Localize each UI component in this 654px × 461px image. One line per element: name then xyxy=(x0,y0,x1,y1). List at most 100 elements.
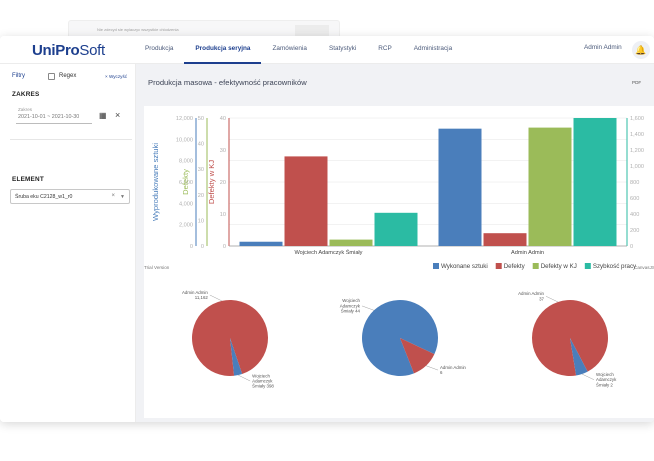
tick-label-y1: 2,000 xyxy=(179,223,193,229)
pie-label-line: Adamczyk xyxy=(596,377,617,382)
tick-label-y1: 8,000 xyxy=(179,159,193,165)
axis-title-y2: Defekty xyxy=(181,169,190,195)
legend-swatch xyxy=(532,263,539,269)
bar xyxy=(329,239,373,246)
calendar-icon[interactable]: ▦ xyxy=(99,111,107,120)
main-content: Produkcja masowa - efektywność pracownik… xyxy=(136,64,654,422)
legend-swatch xyxy=(433,263,439,269)
pie-leader-line xyxy=(238,374,251,382)
top-navigation-bar: UniProSoft Produkcja Produkcja seryjna Z… xyxy=(0,36,654,64)
ghost-bar-image xyxy=(295,25,329,36)
tick-label-y1: 0 xyxy=(190,244,193,250)
clear-filters-button[interactable]: × Wyczyść xyxy=(105,74,128,79)
trial-label: Trial Version xyxy=(144,265,170,270)
tick-label-y4: 400 xyxy=(630,212,639,218)
nav-item-produkcja[interactable]: Produkcja xyxy=(145,45,174,52)
bar xyxy=(438,128,482,246)
tick-label-y2: 20 xyxy=(198,193,204,199)
charts-svg: 0 2,000 4,000 6,000 8,000 10,000 12,000 Wyprodu… xyxy=(144,116,654,389)
tick-label-y2: 50 xyxy=(198,116,204,122)
pie-label-line: Adamczyk xyxy=(340,303,361,308)
pie-label-line: Admin Admin xyxy=(518,291,544,296)
pie-leader-line xyxy=(581,373,595,380)
pie-slice xyxy=(570,338,588,376)
pie-label: Wojciech Adamczyk Śmiały 398 xyxy=(252,373,274,388)
axis-title-y3: Defekty w KJ xyxy=(207,160,216,205)
pie-label-line: Wojciech xyxy=(596,372,614,377)
panel-header: Produkcja masowa - efektywność pracownik… xyxy=(136,64,654,100)
pie-label: Wojciech Adamczyk Śmiały 44 xyxy=(340,298,361,313)
pie-label-line: 11,162 xyxy=(195,295,209,300)
app-logo[interactable]: UniProSoft xyxy=(32,42,105,59)
element-select-value: Śruba eku C2128_w1_r0 xyxy=(15,194,73,200)
legend-label: Defekty xyxy=(504,263,526,270)
legend-label: Wykonane sztuki xyxy=(441,263,488,270)
tick-label-y2: 0 xyxy=(201,244,204,250)
tick-label-y4: 1,400 xyxy=(630,132,644,138)
nav-item-produkcja-seryjna[interactable]: Produkcja seryjna xyxy=(184,36,262,64)
tick-label-y3: 10 xyxy=(220,212,226,218)
close-icon[interactable]: × xyxy=(115,110,121,120)
pie-slice xyxy=(400,338,435,374)
tick-label-y4: 1,600 xyxy=(630,116,644,122)
tick-label-y4: 1,200 xyxy=(630,148,644,154)
tick-label-y4: 200 xyxy=(630,228,639,234)
tick-label-y2: 10 xyxy=(198,218,204,224)
pie-label-line: Wojciech xyxy=(342,298,360,303)
tick-label-y4: 1,000 xyxy=(630,164,644,170)
tick-label-y4: 800 xyxy=(630,180,639,186)
pie-label-line: Admin Admin xyxy=(440,365,466,370)
element-heading: ELEMENT xyxy=(12,176,44,183)
nav-item-administracja[interactable]: Administracja xyxy=(413,45,453,52)
pie-label: Admin Admin 6 xyxy=(440,365,466,375)
bar xyxy=(573,118,617,246)
pie-slice xyxy=(230,338,243,376)
pie-leader-line xyxy=(425,365,439,371)
filters-label: Filtry xyxy=(12,73,25,79)
logo-part-2: Soft xyxy=(79,42,105,59)
pie-label: Wojciech Adamczyk Śmiały 2 xyxy=(596,372,617,387)
tick-label-y1: 12,000 xyxy=(176,116,193,122)
legend-swatch xyxy=(495,263,502,269)
bar xyxy=(483,233,527,246)
regex-checkbox[interactable] xyxy=(48,73,55,80)
tick-label-y1: 6,000 xyxy=(179,180,193,186)
pie-slice xyxy=(192,300,269,376)
pie-label-line: Śmiały 2 xyxy=(596,382,613,387)
pie-label-line: 6 xyxy=(440,370,443,375)
pie-label-line: Adamczyk xyxy=(252,378,273,383)
user-menu[interactable]: Admin Admin xyxy=(584,44,622,51)
tick-label-y3: 20 xyxy=(220,180,226,186)
bell-icon[interactable]: 🔔 xyxy=(632,41,650,59)
legend-label: Szybkość pracy xyxy=(593,263,637,270)
bar xyxy=(284,156,328,246)
bar xyxy=(374,212,418,246)
axis-title-y1: Wyprodukowane sztuki xyxy=(151,143,160,221)
nav-item-statystyki[interactable]: Statystyki xyxy=(328,45,357,52)
pdf-button[interactable]: PDF xyxy=(632,80,642,85)
tick-label-y3: 30 xyxy=(220,148,226,154)
tick-label-y2: 40 xyxy=(198,142,204,148)
credit-label: CanvasJS.com xyxy=(634,265,654,270)
tick-label-y4: 600 xyxy=(630,196,639,202)
logo-part-1: UniPro xyxy=(32,42,80,59)
pie-label-line: Admin Admin xyxy=(182,290,208,295)
tick-label-y3: 40 xyxy=(220,116,226,122)
pie-label: Admin Admin 11,162 xyxy=(182,290,208,300)
regex-label: Regex xyxy=(59,73,77,79)
pie-label-line: Śmiały 398 xyxy=(252,384,274,389)
tick-label-y1: 4,000 xyxy=(179,201,193,207)
range-heading: ZAKRES xyxy=(12,91,40,98)
pie-label-line: Wojciech xyxy=(252,373,270,378)
pie-label-line: Śmiały 44 xyxy=(341,309,361,314)
date-range-input[interactable]: 2021-10-01 ~ 2021-10-30 xyxy=(18,114,80,120)
element-select[interactable]: Śruba eku C2128_w1_r0 × ▼ xyxy=(10,189,130,204)
nav-item-zamowienia[interactable]: Zamówienia xyxy=(272,45,307,52)
legend-swatch xyxy=(584,263,591,269)
pie-leader-line xyxy=(545,296,559,303)
close-icon[interactable]: × xyxy=(111,193,115,199)
caret-down-icon[interactable]: ▼ xyxy=(120,194,125,200)
charts-panel: 0 2,000 4,000 6,000 8,000 10,000 12,000 Wyprodu… xyxy=(144,106,654,418)
nav-item-rcp[interactable]: RCP xyxy=(378,45,392,52)
pie-label-line: 37 xyxy=(539,296,544,301)
